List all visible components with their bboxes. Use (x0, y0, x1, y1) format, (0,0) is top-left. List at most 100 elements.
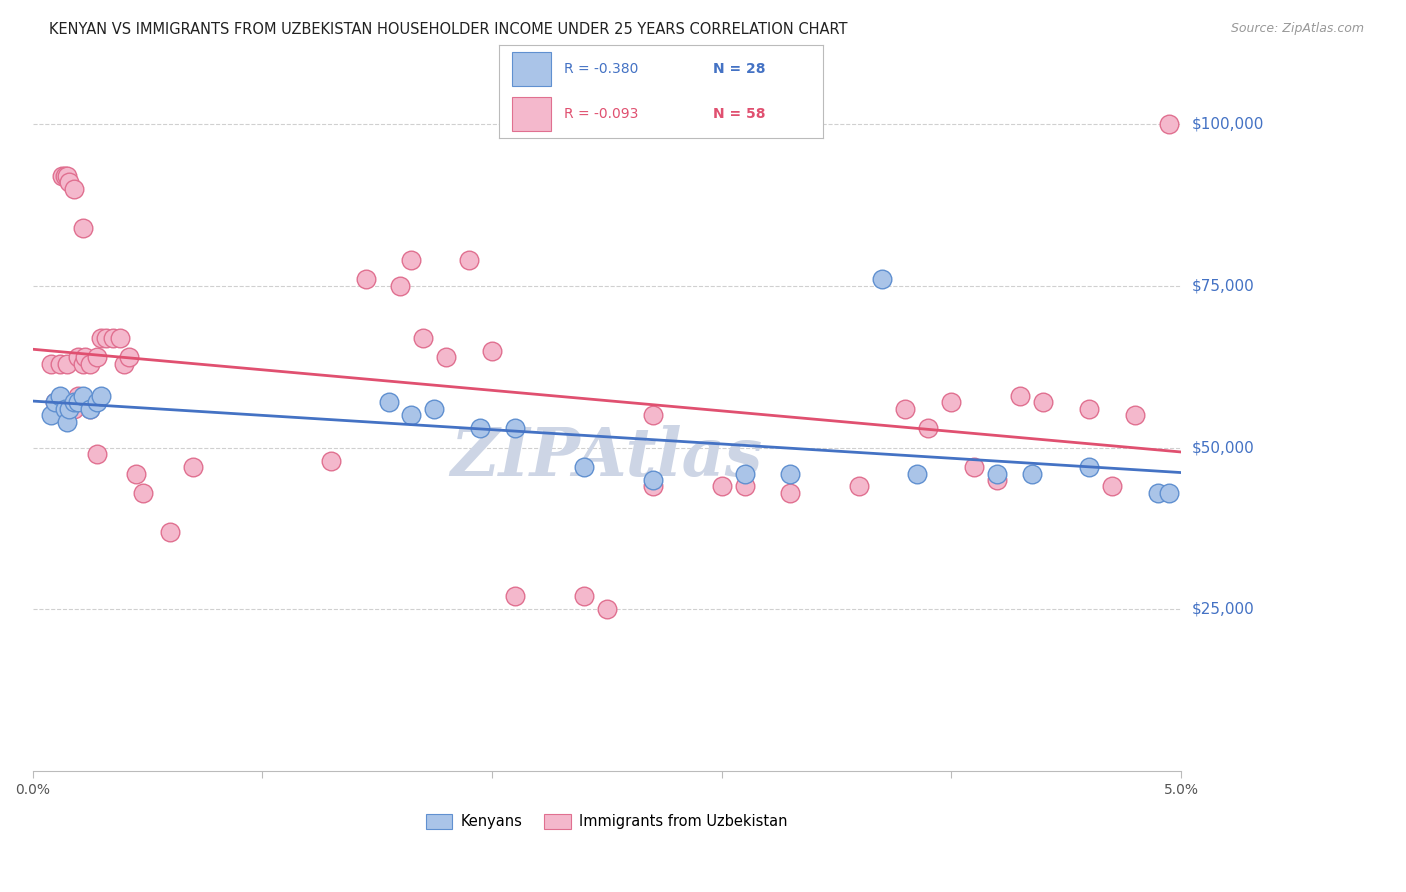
Point (39, 357, 62, 371)
Point (434, 350, 457, 364)
Point (86, 447, 108, 461)
Point (1147, 486, 1170, 500)
Point (118, 350, 141, 364)
Point (79, 401, 101, 416)
Point (67, 350, 90, 364)
Point (1159, 486, 1181, 500)
Point (941, 395, 963, 409)
Point (90, 331, 112, 345)
Point (1032, 395, 1054, 409)
Point (51, 169, 73, 183)
Text: $75,000: $75,000 (1192, 278, 1254, 293)
Text: Source: ZipAtlas.com: Source: ZipAtlas.com (1230, 22, 1364, 36)
Point (641, 409, 664, 423)
Point (986, 467, 1008, 481)
Point (58, 401, 80, 416)
Point (1078, 460, 1101, 475)
Point (917, 421, 939, 435)
Bar (512, 52, 551, 86)
Bar (512, 97, 551, 131)
Point (779, 467, 801, 481)
Point (412, 331, 434, 345)
Point (710, 479, 733, 493)
Point (94, 331, 117, 345)
Point (90, 389, 112, 403)
Point (86, 395, 108, 409)
Point (1078, 401, 1101, 416)
Point (72, 389, 94, 403)
Point (53, 169, 76, 183)
Point (848, 479, 870, 493)
Point (986, 473, 1008, 487)
Point (79, 357, 101, 371)
Point (58, 176, 80, 190)
Text: N = 28: N = 28 (713, 62, 765, 76)
Point (132, 486, 155, 500)
Point (894, 401, 917, 416)
Legend: Kenyans, Immigrants from Uzbekistan: Kenyans, Immigrants from Uzbekistan (420, 808, 794, 835)
Point (44, 395, 66, 409)
Text: N = 58: N = 58 (713, 107, 765, 121)
Point (503, 421, 526, 435)
Point (72, 357, 94, 371)
Text: $100,000: $100,000 (1192, 117, 1264, 132)
Point (44, 395, 66, 409)
Point (181, 460, 204, 475)
Point (401, 409, 423, 423)
Point (1123, 409, 1146, 423)
Text: KENYAN VS IMMIGRANTS FROM UZBEKISTAN HOUSEHOLDER INCOME UNDER 25 YEARS CORRELATI: KENYAN VS IMMIGRANTS FROM UZBEKISTAN HOU… (49, 22, 848, 37)
Point (1101, 479, 1123, 493)
Point (572, 590, 595, 604)
Point (481, 343, 503, 358)
Point (572, 460, 595, 475)
Point (734, 467, 756, 481)
Text: $50,000: $50,000 (1192, 440, 1254, 455)
Point (319, 453, 342, 467)
Point (1010, 389, 1032, 403)
Point (734, 479, 756, 493)
Point (401, 253, 423, 268)
Point (159, 524, 181, 539)
Point (56, 169, 79, 183)
Point (423, 401, 446, 416)
Point (872, 272, 894, 286)
Point (49, 357, 72, 371)
Point (905, 467, 928, 481)
Point (354, 272, 377, 286)
Point (56, 415, 79, 429)
Text: $25,000: $25,000 (1192, 602, 1254, 617)
Point (63, 401, 86, 416)
Point (39, 409, 62, 423)
Text: ZIPAtlas: ZIPAtlas (450, 425, 763, 491)
Point (67, 389, 90, 403)
Point (503, 590, 526, 604)
Point (53, 401, 76, 416)
Point (49, 401, 72, 416)
Point (470, 421, 492, 435)
Point (1021, 467, 1043, 481)
Text: R = -0.380: R = -0.380 (564, 62, 638, 76)
Point (458, 253, 481, 268)
Point (125, 467, 148, 481)
Point (963, 460, 986, 475)
Point (72, 220, 94, 235)
Point (779, 486, 801, 500)
Point (641, 473, 664, 487)
Point (1159, 117, 1181, 131)
Point (79, 401, 101, 416)
Point (596, 602, 619, 616)
Point (86, 350, 108, 364)
Point (108, 331, 131, 345)
Point (377, 395, 399, 409)
Point (56, 357, 79, 371)
Point (641, 479, 664, 493)
Point (49, 389, 72, 403)
Point (63, 395, 86, 409)
Text: R = -0.093: R = -0.093 (564, 107, 638, 121)
Point (63, 182, 86, 196)
Point (112, 357, 135, 371)
Point (75, 350, 97, 364)
Point (389, 279, 412, 293)
Point (67, 395, 90, 409)
Point (101, 331, 124, 345)
